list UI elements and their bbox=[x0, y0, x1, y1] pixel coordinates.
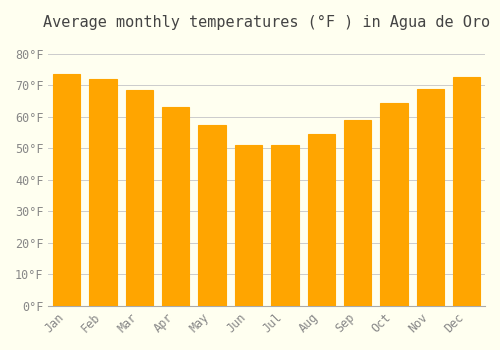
Bar bbox=[417, 89, 444, 306]
Bar bbox=[271, 145, 298, 306]
Bar bbox=[380, 103, 407, 306]
Bar bbox=[344, 120, 372, 306]
Bar bbox=[53, 74, 80, 306]
Bar bbox=[198, 125, 226, 306]
Bar bbox=[235, 145, 262, 306]
Bar bbox=[308, 134, 335, 306]
Bar bbox=[453, 77, 480, 306]
Bar bbox=[126, 90, 153, 306]
Bar bbox=[90, 79, 117, 306]
Bar bbox=[162, 107, 190, 306]
Title: Average monthly temperatures (°F ) in Agua de Oro: Average monthly temperatures (°F ) in Ag… bbox=[43, 15, 490, 30]
